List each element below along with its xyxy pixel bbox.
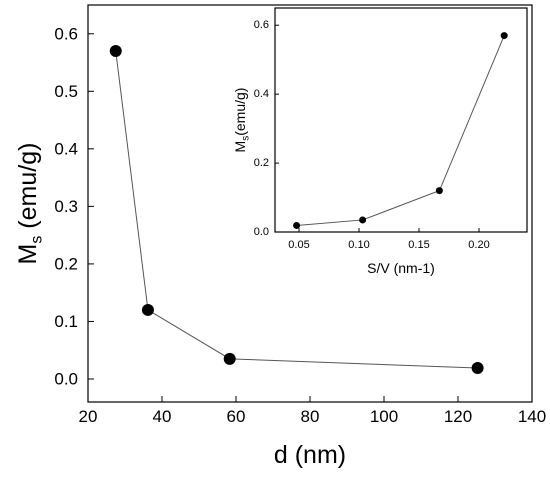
main-y-tick-label: 0.3	[54, 197, 78, 216]
inset-chart: 0.05 0.10 0.15 0.20 0.0 0.2 0.4 0.6 S/V (nm-1) Ms…	[232, 7, 528, 276]
main-x-axis-title: d (nm)	[274, 441, 346, 469]
inset-x-tick-label: 0.10	[348, 239, 369, 251]
inset-data-point	[435, 187, 443, 195]
inset-data-point	[359, 216, 367, 224]
main-x-tick-label: 140	[518, 407, 546, 426]
main-series-line	[115, 50, 478, 369]
inset-data-point	[500, 32, 508, 40]
inset-y-axis-title: Ms(emu/g)	[232, 88, 252, 153]
main-chart: 20 40 60 80 100 120 140 0.0 0.1 0.2 0.3 0.4 0.5 0.6 d …	[14, 4, 546, 469]
main-x-tick-label: 80	[301, 407, 320, 426]
main-y-tick-label: 0.6	[54, 24, 78, 43]
inset-y-tick-label: 0.2	[254, 157, 269, 169]
main-x-tick-label: 20	[79, 407, 98, 426]
inset-series-line	[296, 35, 505, 226]
main-y-axis-title-main: M	[14, 244, 42, 265]
inset-data-point	[293, 221, 301, 229]
main-y-axis-title: Ms (emu/g)	[14, 143, 46, 265]
main-data-point	[141, 303, 154, 316]
main-data-point	[223, 352, 236, 365]
main-y-axis-title-subscript: s	[29, 236, 46, 244]
inset-y-axis-title-unit: (emu/g)	[232, 88, 248, 136]
inset-y-tick-label: 0.0	[254, 226, 269, 238]
inset-x-axis-title: S/V (nm-1)	[367, 260, 435, 276]
main-y-tick-label: 0.4	[54, 139, 78, 158]
inset-y-tick-label: 0.4	[254, 88, 269, 100]
inset-x-tick-label: 0.20	[468, 239, 489, 251]
main-x-tick-label: 100	[370, 407, 398, 426]
main-x-tick-label: 40	[153, 407, 172, 426]
main-x-tick-label: 60	[227, 407, 246, 426]
main-data-point	[471, 362, 484, 375]
inset-x-tick-label: 0.15	[408, 239, 429, 251]
inset-y-axis-title-main: M	[232, 141, 248, 153]
inset-plot-frame	[274, 7, 528, 233]
main-y-tick-label: 0.5	[54, 82, 78, 101]
main-y-tick-label: 0.2	[54, 254, 78, 273]
inset-y-tick-label: 0.6	[254, 19, 269, 31]
main-y-axis-title-unit: (emu/g)	[14, 143, 42, 236]
main-y-tick-label: 0.1	[54, 312, 78, 331]
inset-y-axis-title-subscript: s	[241, 136, 252, 141]
main-y-tick-label: 0.0	[54, 369, 78, 388]
main-x-tick-label: 120	[444, 407, 472, 426]
inset-x-tick-label: 0.05	[288, 239, 309, 251]
main-data-point	[109, 45, 122, 58]
